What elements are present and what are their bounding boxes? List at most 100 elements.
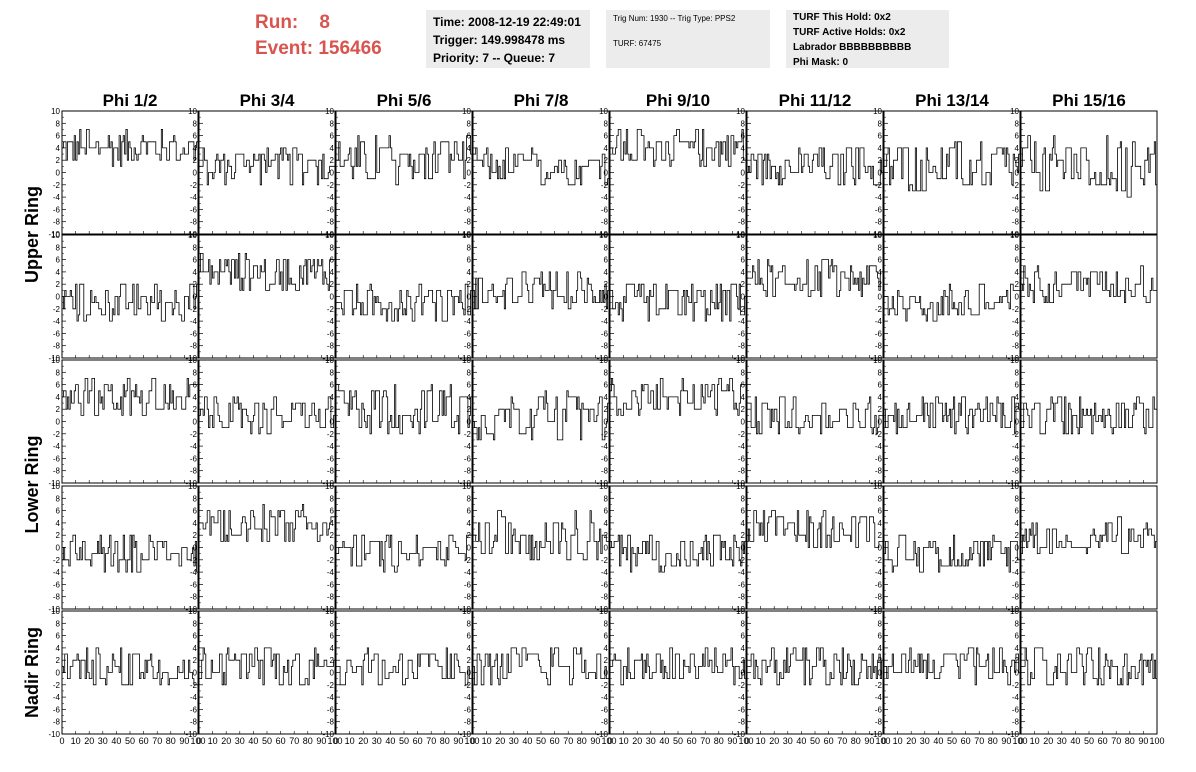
y-tick-label: 0 (193, 293, 198, 302)
panel-frame-r5-c8 (1020, 610, 1158, 735)
y-tick-label: 8 (330, 243, 335, 252)
y-tick-label: -6 (53, 205, 61, 214)
y-tick-label: -2 (875, 305, 883, 314)
y-tick-label: -4 (1012, 193, 1020, 202)
y-tick-label: 2 (1015, 656, 1020, 665)
x-tick-label: 100 (1012, 736, 1027, 746)
x-tick-label: 60 (139, 736, 149, 746)
x-tick-label: 50 (536, 736, 546, 746)
x-tick-label: 0 (59, 736, 64, 746)
y-tick-label: -4 (1012, 568, 1020, 577)
priority-queue-text: Priority: 7 -- Queue: 7 (433, 51, 556, 65)
y-tick-label: -2 (738, 430, 746, 439)
y-tick-label: 10 (51, 231, 60, 240)
x-tick-label: 90 (727, 736, 737, 746)
y-tick-label: -10 (596, 605, 608, 614)
y-tick-label: 2 (193, 280, 198, 289)
x-tick-label: 60 (550, 736, 560, 746)
ring-label-3: Nadir Ring (22, 627, 42, 718)
y-tick-label: 10 (188, 356, 197, 365)
y-tick-label: -8 (464, 342, 472, 351)
y-tick-label: 2 (604, 156, 609, 165)
y-tick-label: 2 (741, 656, 746, 665)
y-tick-label: -2 (738, 556, 746, 565)
y-tick-label: 10 (51, 107, 60, 116)
waveform-trace-r4-c1 (62, 534, 198, 573)
y-tick-label: 6 (741, 132, 746, 141)
y-tick-label: 0 (56, 293, 61, 302)
turf-active-holds-text: TURF Active Holds: 0x2 (793, 27, 906, 38)
y-tick-label: 0 (330, 169, 335, 178)
y-tick-label: 6 (878, 132, 883, 141)
run-number-label: Run: 8 (255, 12, 330, 33)
y-tick-label: -8 (1012, 593, 1020, 602)
y-tick-label: 10 (873, 482, 882, 491)
y-tick-label: 4 (467, 644, 472, 653)
y-tick-label: -4 (601, 317, 609, 326)
y-tick-label: -4 (327, 442, 335, 451)
y-tick-label: -8 (327, 218, 335, 227)
y-tick-label: 2 (878, 280, 883, 289)
x-tick-label: 50 (1084, 736, 1094, 746)
y-tick-label: 6 (467, 132, 472, 141)
y-tick-label: -4 (53, 568, 61, 577)
y-tick-label: 4 (878, 644, 883, 653)
y-tick-label: -4 (875, 442, 883, 451)
y-tick-label: 4 (604, 268, 609, 277)
y-tick-label: 8 (467, 243, 472, 252)
waveform-trace-r3-c7 (884, 396, 1020, 435)
waveform-trace-r1-c3 (336, 135, 472, 186)
y-tick-label: 4 (467, 144, 472, 153)
y-tick-label: -10 (596, 479, 608, 488)
waveform-trace-r1-c7 (884, 141, 1020, 192)
x-tick-label: 80 (1125, 736, 1135, 746)
y-tick-label: -6 (738, 705, 746, 714)
y-tick-label: 4 (878, 268, 883, 277)
waveform-trace-r5-c5 (610, 647, 746, 686)
y-tick-label: 10 (188, 482, 197, 491)
y-tick-label: 8 (741, 368, 746, 377)
y-tick-label: -4 (327, 317, 335, 326)
x-tick-label: 100 (875, 736, 890, 746)
y-tick-label: 8 (878, 494, 883, 503)
y-tick-label: 6 (604, 632, 609, 641)
y-tick-label: 4 (741, 519, 746, 528)
y-tick-label: 4 (741, 268, 746, 277)
y-tick-label: -10 (596, 730, 608, 739)
waveform-trace-r5-c4 (473, 647, 609, 686)
x-tick-label: 20 (495, 736, 505, 746)
y-tick-label: 8 (1015, 368, 1020, 377)
y-tick-label: -6 (464, 705, 472, 714)
x-tick-label: 60 (276, 736, 286, 746)
y-tick-label: 10 (1010, 231, 1019, 240)
panel-frame-r3-c6 (746, 359, 884, 484)
y-tick-label: 10 (188, 607, 197, 616)
x-tick-label: 70 (289, 736, 299, 746)
y-tick-label: -10 (870, 354, 882, 363)
column-title-phi-2: Phi 3/4 (240, 91, 295, 110)
y-tick-label: 8 (56, 494, 61, 503)
y-tick-label: 6 (56, 507, 61, 516)
y-tick-label: -8 (601, 593, 609, 602)
y-tick-label: -8 (464, 593, 472, 602)
x-tick-label: 40 (385, 736, 395, 746)
y-tick-label: 0 (741, 669, 746, 678)
y-tick-label: 6 (193, 256, 198, 265)
y-tick-label: -8 (53, 718, 61, 727)
y-tick-label: 2 (330, 156, 335, 165)
y-tick-label: 6 (1015, 632, 1020, 641)
x-tick-label: 50 (399, 736, 409, 746)
y-tick-label: -6 (190, 205, 198, 214)
y-tick-label: -4 (1012, 317, 1020, 326)
y-tick-label: 2 (330, 656, 335, 665)
y-tick-label: 6 (1015, 132, 1020, 141)
y-tick-label: 8 (193, 368, 198, 377)
y-tick-label: -8 (53, 342, 61, 351)
ring-label-2: Lower Ring (22, 436, 42, 534)
y-tick-label: -10 (185, 354, 197, 363)
y-tick-label: 4 (330, 268, 335, 277)
y-tick-label: 0 (193, 418, 198, 427)
y-tick-label: -8 (327, 342, 335, 351)
x-tick-label: 80 (988, 736, 998, 746)
x-tick-label: 10 (71, 736, 81, 746)
